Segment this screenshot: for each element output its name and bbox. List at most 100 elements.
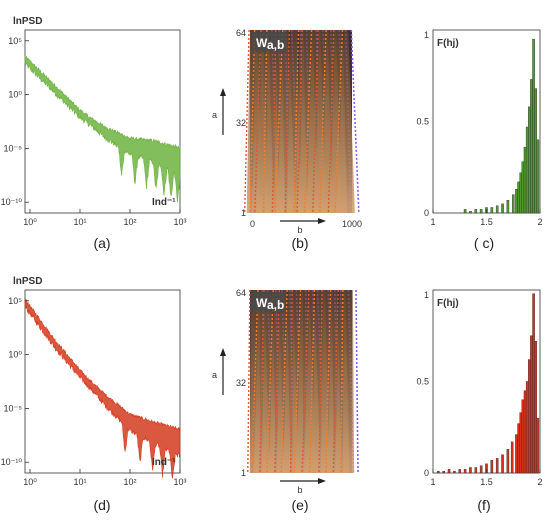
histogram-panel-c: 1 1.5 2 1 0.5 0 F(hj) ( c): [416, 29, 543, 251]
panel-label: (f): [477, 497, 490, 513]
histogram-bar: [523, 390, 527, 474]
histogram-bar: [474, 209, 478, 214]
psd-series: [24, 298, 181, 479]
ridge-edge-purple: [350, 29, 360, 214]
histogram-bar: [525, 381, 529, 474]
y-tick-label: 64: [236, 288, 246, 298]
histogram-title: F(hj): [437, 298, 459, 309]
histogram-bar: [530, 79, 533, 214]
x-tick-label: 10¹: [73, 217, 86, 227]
panel-label: (d): [93, 497, 110, 513]
ridge-edge: [318, 29, 327, 214]
histogram-bar: [463, 209, 467, 214]
histogram-bar: [490, 207, 494, 214]
plot-frame: [24, 29, 181, 214]
ridge-edge: [308, 289, 316, 474]
histogram-bar: [474, 467, 478, 474]
ridge-edge: [340, 289, 344, 474]
histogram-bar: [490, 459, 494, 474]
ridge: [336, 30, 355, 213]
histogram-bar: [515, 434, 518, 474]
histogram-bar: [501, 454, 504, 474]
histogram-bar: [506, 199, 510, 214]
y-tick-label: 10⁰: [8, 350, 22, 360]
ridge-edge: [243, 29, 250, 214]
histogram-bar: [469, 210, 472, 214]
histogram-title: F(hj): [437, 38, 459, 49]
x-axis-label: b: [297, 225, 302, 235]
y-tick-label: 0: [424, 468, 429, 478]
y-tick-label: 10⁻⁵: [4, 143, 23, 153]
x-axis-label: Ind⁻¹: [152, 197, 176, 208]
ridge-edge: [289, 289, 293, 474]
histogram-bar: [532, 293, 535, 474]
ridge-edge: [332, 289, 339, 474]
histogram-bar: [501, 203, 504, 214]
x-tick-label: 10⁰: [23, 217, 37, 227]
histogram-bar: [536, 417, 540, 474]
ridge: [342, 290, 355, 473]
x-tick-label: 2: [537, 477, 542, 487]
panel-label: (b): [291, 235, 308, 251]
psd-panel-d: 10⁰ 10¹ 10² 10³ 10⁵ 10⁰ 10⁻⁵ 10⁻¹⁰ lnPSD Ind⁻¹ (d): [1, 276, 187, 513]
panel-label: ( c): [474, 235, 494, 251]
y-tick-label: 10⁻¹⁰: [1, 197, 23, 207]
ridge-edge: [254, 29, 262, 214]
x-tick-label: 10¹: [73, 477, 86, 487]
b-arrow-head: [318, 218, 326, 224]
histogram-bar: [479, 465, 483, 474]
title-box: [252, 32, 286, 52]
heatmap-title-sub: a,b: [267, 298, 284, 312]
histogram-bar: [517, 423, 520, 474]
heatmap-title-sub: a,b: [267, 38, 284, 52]
ridge-edge: [280, 289, 288, 474]
histogram-bar: [506, 449, 510, 474]
title-box: [252, 292, 286, 312]
x-axis-label: Ind⁻¹: [152, 457, 176, 468]
ridge-edge: [301, 289, 310, 474]
y-tick-label: 0: [424, 208, 429, 218]
x-tick-label: 10³: [173, 477, 186, 487]
ridge-edge-purple: [355, 289, 359, 474]
histogram-bar: [523, 146, 527, 214]
ridge-edge: [251, 289, 259, 474]
a-arrow-head: [220, 88, 226, 96]
histogram-bar: [437, 470, 440, 474]
histogram-bar: [495, 458, 499, 474]
histogram-bar: [519, 412, 523, 474]
y-tick-label: 0.5: [416, 377, 429, 387]
x-axis-label: b: [297, 485, 302, 495]
histogram-bar: [517, 181, 520, 214]
histogram-bar: [530, 335, 533, 474]
histogram-bar: [495, 205, 499, 214]
histogram-bar: [528, 106, 531, 214]
y-tick-label: 0.5: [416, 117, 429, 127]
x-tick-label: 1: [430, 477, 435, 487]
x-tick-label: 1: [430, 217, 435, 227]
y-tick-label: 64: [236, 28, 246, 38]
y-tick-label: 1: [424, 30, 429, 40]
ridge-edge: [274, 29, 284, 214]
ridge-edge: [259, 289, 265, 474]
heatmap-title-w: W: [256, 296, 268, 310]
y-tick-label: 1: [241, 208, 246, 218]
histogram-bar: [532, 38, 535, 214]
ridge-edge: [247, 289, 251, 474]
x-tick-label: 1000: [342, 219, 362, 229]
x-tick-label: 10⁰: [23, 477, 37, 487]
ridge-edge: [318, 289, 323, 474]
a-arrow-head: [220, 348, 226, 356]
histogram-bar: [521, 161, 525, 214]
x-tick-label: 10²: [123, 477, 136, 487]
y-tick-label: 10⁻⁵: [4, 403, 23, 413]
histogram-bar: [442, 470, 445, 474]
ridge-edge: [296, 29, 303, 214]
y-tick-label: 32: [236, 118, 246, 128]
panel-label: (a): [93, 235, 110, 251]
histogram-bar: [510, 441, 514, 474]
panel-label: (e): [291, 497, 308, 513]
y-tick-label: 10⁵: [8, 36, 22, 46]
